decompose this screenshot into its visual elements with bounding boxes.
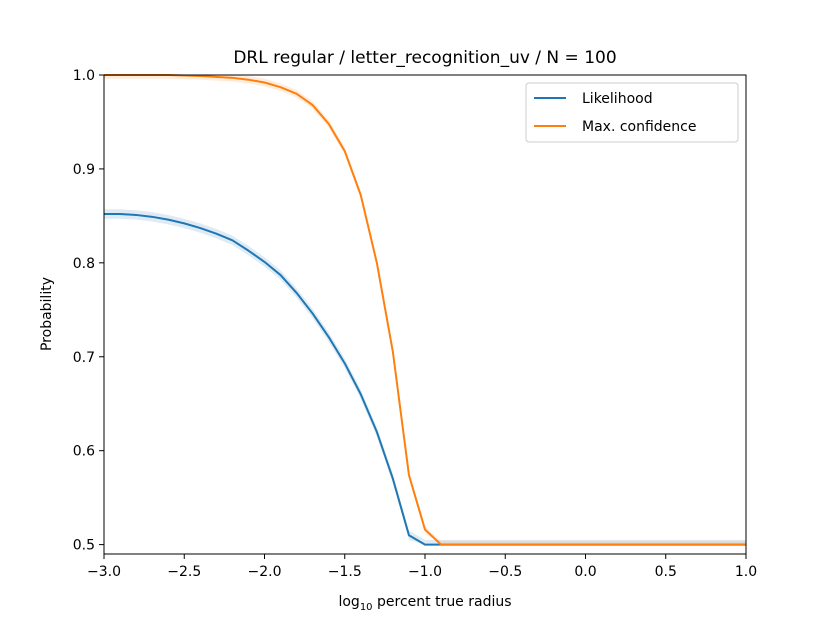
plot-frame: [103, 74, 747, 555]
legend-box: [525, 82, 739, 143]
x-axis-ticks: −3.0 −2.5 −2.0 −1.5 −1.0 −0.5 0.0 0.5 1.0: [87, 554, 757, 580]
x-axis-label-rest: percent true radius: [373, 594, 512, 610]
x-tick-label: 0.0: [574, 564, 596, 580]
series-line-likelihood: [104, 213, 746, 546]
confidence-bands: [104, 75, 746, 545]
x-axis-label-subscript: 10: [360, 602, 373, 613]
series-lines: [104, 74, 746, 546]
y-tick-label: 0.6: [73, 444, 95, 460]
y-tick-label: 0.7: [73, 350, 95, 366]
y-tick-label: 0.9: [73, 162, 95, 178]
band-max-confidence: [104, 75, 746, 545]
x-tick-label: 1.0: [735, 564, 757, 580]
x-tick-label: 0.5: [655, 564, 677, 580]
x-tick-label: −0.5: [488, 564, 522, 580]
band-likelihood: [104, 209, 746, 545]
y-tick-label: 0.5: [73, 538, 95, 554]
series-line-max-confidence: [104, 74, 746, 546]
legend-label-likelihood: Likelihood: [582, 91, 653, 107]
x-tick-label: −3.0: [87, 564, 121, 580]
legend: Likelihood Max. confidence: [525, 82, 739, 143]
x-tick-label: −1.0: [408, 564, 442, 580]
y-axis-ticks: 0.5 0.6 0.7 0.8 0.9 1.0: [73, 68, 104, 554]
x-tick-label: −2.0: [248, 564, 282, 580]
x-tick-label: −1.5: [328, 564, 362, 580]
x-tick-label: −2.5: [167, 564, 201, 580]
y-tick-label: 0.8: [73, 256, 95, 272]
legend-label-max-confidence: Max. confidence: [582, 119, 696, 135]
x-axis-label: log10 percent true radius: [338, 594, 511, 613]
y-axis-label: Probability: [39, 277, 55, 351]
chart-title: DRL regular / letter_recognition_uv / N …: [233, 48, 616, 68]
x-axis-label-main: log: [338, 594, 359, 610]
y-tick-label: 1.0: [73, 68, 95, 84]
